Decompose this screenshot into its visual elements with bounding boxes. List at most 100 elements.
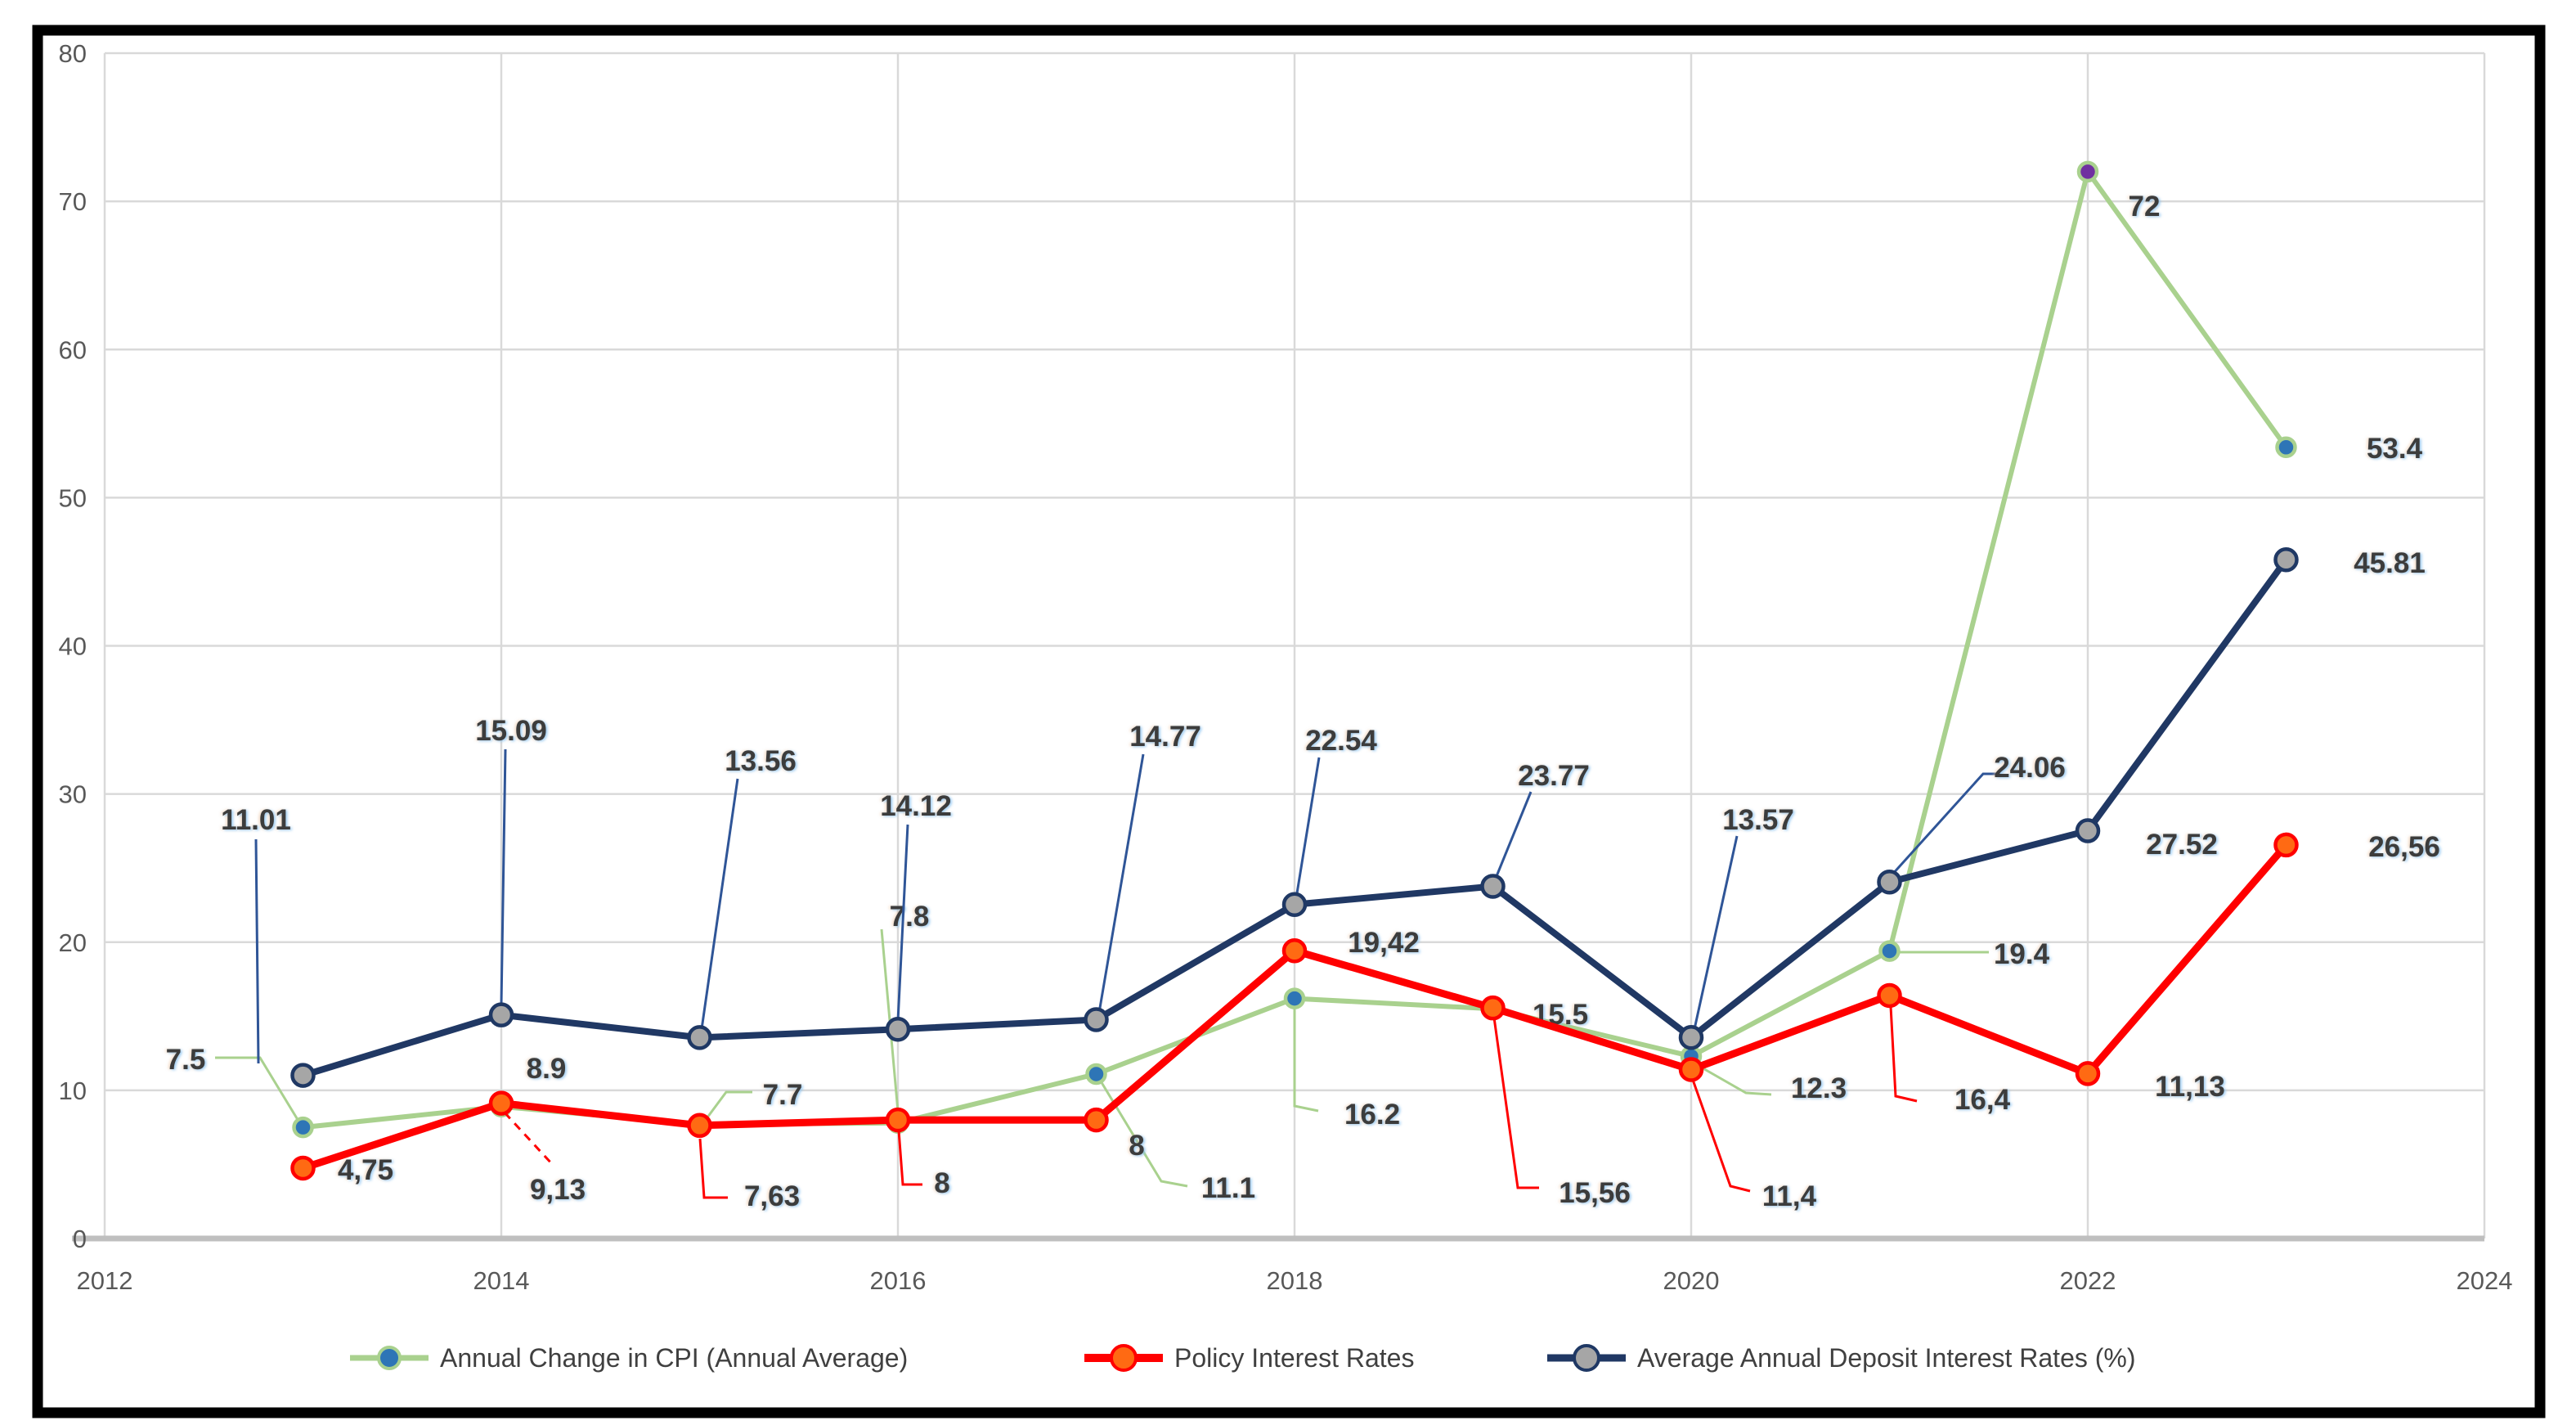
data-label: 13.57 [1722, 804, 1794, 836]
x-axis-tick-label: 2014 [473, 1266, 530, 1295]
data-label: 14.12 [880, 790, 952, 822]
y-axis-tick-label: 80 [59, 39, 87, 68]
data-label: 11.01 [221, 804, 291, 836]
data-label-leader [1693, 835, 1739, 1030]
data-point-marker [1283, 987, 1306, 1009]
y-axis-tick-label: 20 [59, 928, 87, 957]
data-point-marker [1281, 938, 1308, 964]
data-point-marker [2075, 818, 2101, 843]
series-1: 4,75 9,13 7,63 8 8 19,42 15,56 11,4 16,4 11,13 26,… [290, 831, 2440, 1212]
data-label-leader [215, 1056, 301, 1123]
y-axis-tick-label: 10 [59, 1077, 87, 1105]
data-label-leader [1493, 791, 1533, 881]
data-point-marker [687, 1025, 712, 1050]
y-axis-tick-label: 60 [59, 335, 87, 364]
data-point-marker [2076, 160, 2099, 183]
data-label-leader [1293, 1006, 1319, 1113]
data-point-marker [2273, 832, 2299, 858]
data-label: 11,13 [2155, 1071, 2225, 1103]
series-2: 11.01 15.09 13.56 14.12 14.77 22.54 23.77 13.57… [221, 547, 2426, 1088]
data-point-marker [1877, 982, 1902, 1009]
data-point-marker [885, 1017, 911, 1042]
data-label: 19.4 [1994, 938, 2050, 970]
data-label-leader [698, 1138, 728, 1199]
data-point-marker [488, 1090, 514, 1116]
legend-item-label: Policy Interest Rates [1174, 1343, 1414, 1373]
data-label: 7.5 [166, 1044, 206, 1076]
y-axis-tick-label: 30 [59, 780, 87, 809]
data-label: 9,13 [530, 1174, 586, 1206]
data-label: 53.4 [2367, 433, 2423, 465]
data-point-marker [885, 1107, 911, 1133]
data-point-marker [488, 1002, 514, 1027]
data-label: 13.56 [725, 745, 797, 777]
data-point-marker [1480, 995, 1506, 1021]
y-axis-tick-label: 0 [73, 1225, 87, 1253]
x-axis-tick-label: 2018 [1267, 1266, 1323, 1295]
data-label: 11.1 [1201, 1172, 1255, 1204]
data-label: 19,42 [1348, 927, 1420, 959]
data-label: 23.77 [1518, 760, 1590, 792]
x-axis-tick-label: 2022 [2060, 1266, 2116, 1295]
data-label-leader [1492, 1017, 1539, 1189]
data-label: 7.8 [890, 901, 930, 933]
data-point-marker [290, 1155, 316, 1181]
data-point-marker [2075, 1061, 2101, 1086]
legend: Annual Change in CPI (Annual Average) Pol… [350, 1343, 2136, 1373]
y-axis-tick-label: 40 [59, 632, 87, 661]
data-label-leader [1694, 1062, 1772, 1096]
legend-item-0[interactable]: Annual Change in CPI (Annual Average) [350, 1343, 908, 1373]
data-label: 8 [934, 1167, 949, 1199]
y-axis-tick-label: 70 [59, 187, 87, 216]
y-axis-tick-label: 50 [59, 483, 87, 512]
data-label-leader [254, 838, 260, 1064]
data-label-leader [1097, 753, 1145, 1014]
legend-item-2[interactable]: Average Annual Deposit Interest Rates (%… [1547, 1343, 2136, 1373]
data-label-leader [1691, 1079, 1751, 1193]
data-label: 72 [2129, 191, 2161, 223]
axis-tick-labels: 0 10 20 30 40 50 60 70 80 2012 2014 2016 2018 2020 202… [59, 39, 2513, 1295]
data-label-leader [1295, 757, 1321, 899]
data-label-leader [1890, 772, 1997, 877]
legend-item-1[interactable]: Policy Interest Rates [1084, 1343, 1414, 1373]
data-label-leader [1889, 1005, 1918, 1103]
data-label: 24.06 [1994, 752, 2066, 784]
data-label: 16,4 [1954, 1084, 2011, 1116]
data-label: 4,75 [338, 1154, 393, 1186]
data-label: 45.81 [2354, 547, 2426, 579]
data-label: 27.52 [2146, 829, 2218, 861]
data-label-leader [1098, 1079, 1188, 1188]
x-axis-tick-label: 2020 [1663, 1266, 1720, 1295]
data-point-marker [1678, 1024, 1704, 1050]
data-label: 8 [1129, 1130, 1144, 1162]
x-axis-tick-label: 2012 [77, 1266, 133, 1295]
data-label-leader [897, 1130, 922, 1186]
chart-outer-border [32, 25, 2546, 1418]
x-axis-tick-label: 2024 [2457, 1266, 2513, 1295]
data-label: 15,56 [1559, 1177, 1631, 1209]
data-label: 26,56 [2368, 831, 2440, 863]
legend-item-label: Annual Change in CPI (Annual Average) [440, 1343, 908, 1373]
data-label-leader [503, 1111, 554, 1167]
legend-swatch-marker [1573, 1344, 1600, 1372]
data-label: 8.9 [527, 1053, 567, 1085]
data-point-marker [2275, 436, 2297, 459]
data-point-marker [2273, 547, 2299, 573]
legend-swatch-marker [1110, 1344, 1138, 1372]
data-point-marker [290, 1063, 316, 1088]
data-point-marker [1878, 940, 1901, 962]
data-point-marker [1281, 892, 1308, 917]
data-label-leader [896, 824, 909, 1022]
data-point-marker [687, 1113, 712, 1139]
data-point-marker [1084, 1007, 1109, 1032]
data-point-marker [1085, 1063, 1107, 1086]
data-label: 15.09 [475, 715, 547, 747]
data-point-marker [292, 1116, 314, 1139]
data-label: 12.3 [1791, 1072, 1847, 1104]
data-label: 16.2 [1344, 1099, 1400, 1131]
x-axis-tick-label: 2016 [870, 1266, 927, 1295]
